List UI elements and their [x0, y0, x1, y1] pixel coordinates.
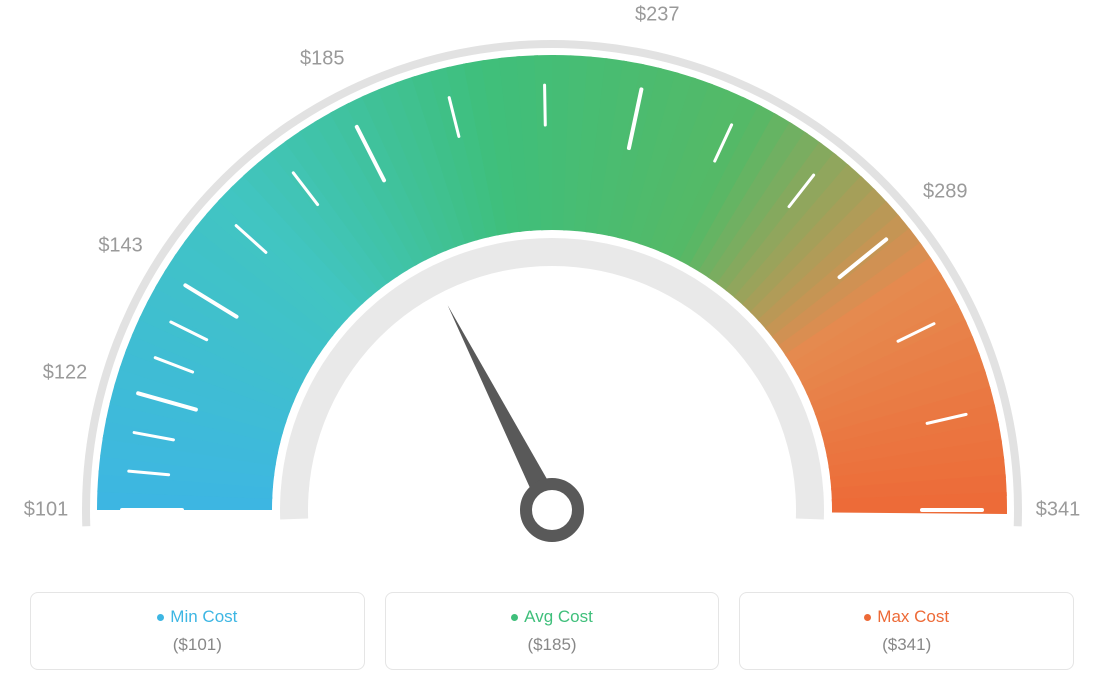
legend-max-label: Max Cost — [750, 607, 1063, 627]
gauge-tick-label: $101 — [24, 499, 69, 522]
gauge-tick-label: $237 — [635, 4, 680, 27]
gauge-tick-label: $185 — [300, 48, 345, 71]
legend-max-dot — [864, 614, 871, 621]
legend-row: Min Cost ($101) Avg Cost ($185) Max Cost… — [0, 592, 1104, 670]
legend-min-label: Min Cost — [41, 607, 354, 627]
legend-max-value: ($341) — [750, 635, 1063, 655]
legend-avg-value: ($185) — [396, 635, 709, 655]
chart-container: $101 $122 $143 $185 $237 $289 $341 Min Cost ($… — [0, 0, 1104, 690]
legend-min-dot — [157, 614, 164, 621]
legend-min: Min Cost ($101) — [30, 592, 365, 670]
legend-avg-label-text: Avg Cost — [524, 607, 593, 626]
gauge-chart: $101 $122 $143 $185 $237 $289 $341 — [0, 0, 1104, 570]
legend-avg: Avg Cost ($185) — [385, 592, 720, 670]
gauge-tick-label: $341 — [1036, 499, 1081, 522]
legend-max-label-text: Max Cost — [877, 607, 949, 626]
gauge-tick-label: $122 — [43, 361, 88, 384]
legend-min-label-text: Min Cost — [170, 607, 237, 626]
legend-avg-dot — [511, 614, 518, 621]
legend-avg-label: Avg Cost — [396, 607, 709, 627]
gauge-tick-label: $143 — [98, 234, 143, 257]
legend-min-value: ($101) — [41, 635, 354, 655]
gauge-svg — [0, 0, 1104, 570]
gauge-tick-label: $289 — [923, 180, 968, 203]
legend-max: Max Cost ($341) — [739, 592, 1074, 670]
